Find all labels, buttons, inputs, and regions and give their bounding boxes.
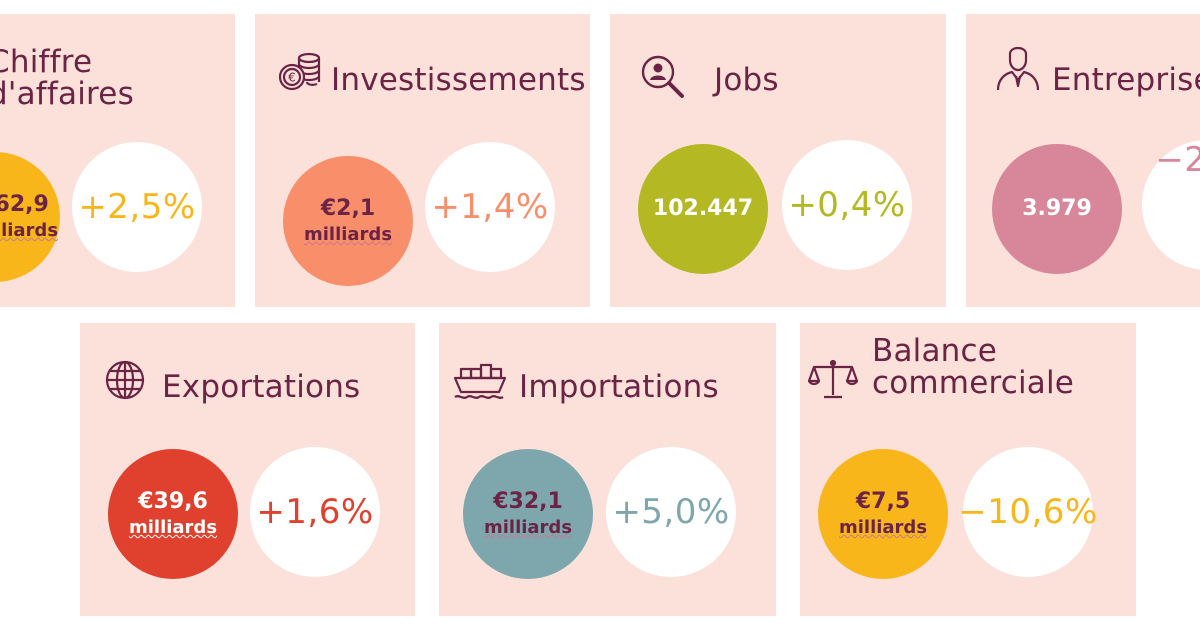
value-circle: 3.979 (992, 144, 1122, 274)
change-value: +1,6% (256, 492, 374, 532)
scales-icon (807, 357, 859, 406)
value-unit: milliards (0, 220, 59, 241)
card-entreprises: Entreprises 3.979 −2,1% (966, 14, 1200, 307)
value-unit: milliards (128, 517, 218, 538)
value-unit: milliards (838, 517, 928, 538)
businessman-icon (994, 42, 1042, 97)
card-title: Balance commerciale (872, 333, 1075, 401)
cargo-ship-icon (453, 361, 507, 406)
change-circle: −2,1% (1142, 140, 1200, 270)
change-circle: −10,6% (958, 447, 1097, 577)
value-circle: €62,9 milliards (0, 152, 60, 282)
change-circle: +5,0% (606, 447, 736, 577)
card-title: Chiffre d'affaires (0, 44, 134, 112)
change-value: +2,5% (78, 187, 196, 227)
value-unit: milliards (303, 224, 393, 245)
value-circle: €32,1 milliards (463, 449, 593, 579)
card-title: Investissements (331, 62, 586, 98)
value-circle: 102.447 (638, 144, 768, 274)
card-exportations: Exportations €39,6 milliards +1,6% (80, 323, 415, 616)
svg-text:€: € (288, 71, 296, 85)
change-value: +0,4% (788, 185, 906, 225)
change-circle: +1,4% (425, 142, 555, 272)
change-circle: +1,6% (250, 447, 380, 577)
change-value: +1,4% (431, 187, 549, 227)
change-value: −2,1% (1155, 140, 1200, 180)
card-investissements: € Investissements €2,1 milliards +1,4% (255, 14, 590, 307)
card-title: Importations (519, 369, 719, 405)
value-circle: €39,6 milliards (108, 449, 238, 579)
coins-icon: € (277, 50, 323, 97)
card-title: Exportations (162, 369, 361, 405)
value-circle: €2,1 milliards (283, 156, 413, 286)
value-circle: €7,5 milliards (818, 449, 948, 579)
value-main: €62,9 (0, 192, 49, 217)
value-main: €7,5 (855, 489, 911, 514)
change-circle: +0,4% (782, 140, 912, 270)
value-unit: milliards (483, 517, 573, 538)
card-title: Entreprises (1052, 62, 1200, 98)
globe-icon (104, 359, 146, 406)
card-jobs: Jobs 102.447 +0,4% (610, 14, 946, 307)
card-balance-commerciale: Balance commerciale €7,5 milliards −10,6… (800, 323, 1136, 616)
change-circle: +2,5% (72, 142, 202, 272)
magnifier-person-icon (638, 52, 686, 105)
value-main: 102.447 (652, 196, 754, 221)
change-value: +5,0% (612, 492, 730, 532)
change-value: −10,6% (958, 492, 1098, 532)
value-main: €39,6 (138, 489, 208, 514)
card-title: Jobs (714, 62, 779, 98)
card-chiffre-affaires: Chiffre d'affaires €62,9 milliards +2,5% (0, 14, 235, 307)
card-importations: Importations €32,1 milliards +5,0% (439, 323, 776, 616)
value-main: €2,1 (320, 196, 376, 221)
value-main: 3.979 (1022, 196, 1092, 221)
value-main: €32,1 (493, 489, 563, 514)
